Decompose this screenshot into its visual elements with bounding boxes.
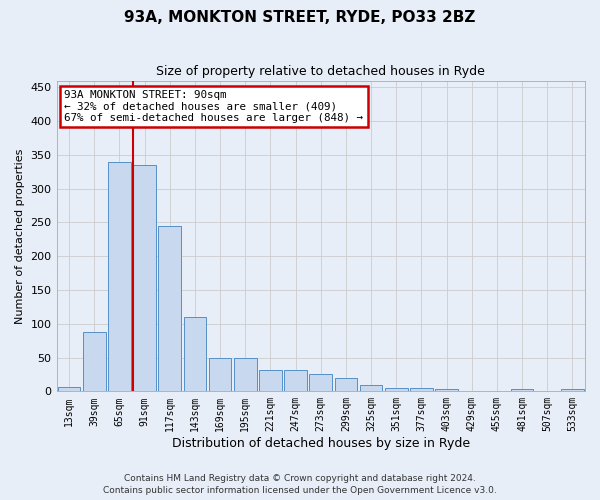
Bar [108,162,131,392]
Title: Size of property relative to detached houses in Ryde: Size of property relative to detached ho… [157,65,485,78]
Y-axis label: Number of detached properties: Number of detached properties [15,148,25,324]
Bar [259,370,282,392]
Bar [511,388,533,392]
Bar [284,370,307,392]
Bar [561,390,584,392]
Bar [133,165,156,392]
Bar [158,226,181,392]
Bar [83,332,106,392]
Bar [234,358,257,392]
Text: 93A MONKTON STREET: 90sqm
← 32% of detached houses are smaller (409)
67% of semi: 93A MONKTON STREET: 90sqm ← 32% of detac… [64,90,364,123]
Text: Contains HM Land Registry data © Crown copyright and database right 2024.
Contai: Contains HM Land Registry data © Crown c… [103,474,497,495]
Bar [184,317,206,392]
Bar [58,388,80,392]
Bar [310,374,332,392]
Bar [360,384,382,392]
Bar [385,388,407,392]
X-axis label: Distribution of detached houses by size in Ryde: Distribution of detached houses by size … [172,437,470,450]
Bar [410,388,433,392]
Bar [435,388,458,392]
Bar [335,378,357,392]
Text: 93A, MONKTON STREET, RYDE, PO33 2BZ: 93A, MONKTON STREET, RYDE, PO33 2BZ [124,10,476,25]
Bar [209,358,232,392]
